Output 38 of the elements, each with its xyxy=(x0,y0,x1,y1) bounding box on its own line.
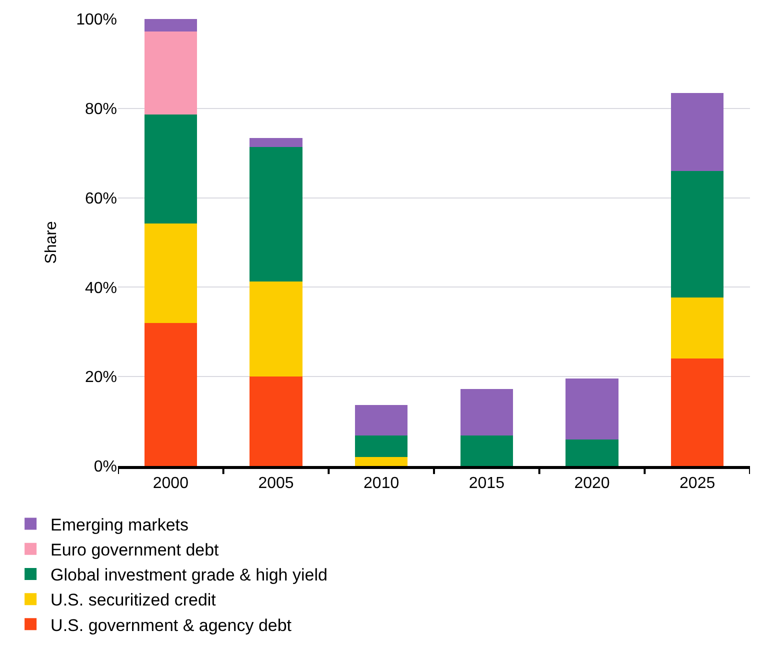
x-tick-label: 2005 xyxy=(258,475,294,492)
bar xyxy=(566,440,618,466)
bar xyxy=(460,436,513,466)
bar xyxy=(144,32,197,115)
legend-label: U.S. securitized credit xyxy=(50,590,216,610)
y-tick-label: 100% xyxy=(76,12,117,29)
x-tick-label: 2010 xyxy=(364,475,400,492)
bar xyxy=(671,297,724,359)
y-tick-label: 20% xyxy=(84,369,117,386)
bar xyxy=(355,457,408,466)
bar xyxy=(671,358,724,466)
x-tick-label: 2020 xyxy=(574,475,610,492)
x-tick-label: 2000 xyxy=(152,475,189,492)
y-tick-label: 40% xyxy=(84,280,117,297)
bar xyxy=(144,114,197,224)
y-tick-label: 80% xyxy=(84,101,117,118)
bar xyxy=(460,389,513,436)
bar xyxy=(250,281,302,377)
y-axis-title: Share xyxy=(42,221,60,264)
x-tick-label: 2025 xyxy=(680,475,716,492)
bar xyxy=(355,436,408,458)
y-tick-label: 60% xyxy=(84,190,117,208)
legend-label: U.S. government & agency debt xyxy=(50,616,292,635)
bar xyxy=(355,404,408,436)
bar xyxy=(671,170,724,298)
y-tick-label: 0% xyxy=(94,458,117,476)
bar xyxy=(250,146,302,282)
legend-label: Global investment grade & high yield xyxy=(50,566,328,585)
bar xyxy=(144,19,197,32)
legend-label: Euro government debt xyxy=(50,540,220,560)
bar xyxy=(250,376,302,466)
x-tick-label: 2015 xyxy=(468,475,505,492)
bar xyxy=(250,138,302,147)
bar xyxy=(566,378,618,440)
legend-label: Emerging markets xyxy=(50,515,188,534)
bar xyxy=(671,92,724,171)
bar xyxy=(144,322,197,466)
bar xyxy=(144,223,197,323)
